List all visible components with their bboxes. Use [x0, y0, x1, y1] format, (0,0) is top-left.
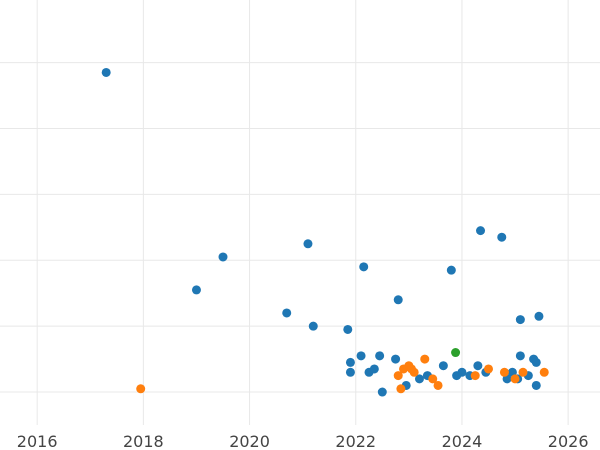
- x-tick-label: 2018: [123, 432, 164, 450]
- x-tick-label: 2026: [548, 432, 589, 450]
- data-point: [515, 351, 525, 361]
- x-tick-label: 2024: [442, 432, 483, 450]
- data-point: [531, 357, 541, 367]
- data-point: [483, 364, 493, 374]
- data-point: [308, 321, 318, 331]
- data-point: [420, 354, 430, 364]
- data-point: [457, 367, 467, 377]
- data-point: [393, 295, 403, 305]
- data-point: [359, 262, 369, 272]
- data-point: [303, 239, 313, 249]
- data-point: [531, 380, 541, 390]
- data-point: [497, 232, 507, 242]
- data-point: [446, 265, 456, 275]
- data-point: [218, 252, 228, 262]
- x-tick-label: 2022: [335, 432, 376, 450]
- data-point: [101, 67, 111, 77]
- grid: [0, 0, 600, 425]
- data-point: [428, 374, 438, 384]
- data-point: [345, 367, 355, 377]
- data-point: [414, 374, 424, 384]
- data-point: [433, 380, 443, 390]
- data-point: [499, 367, 509, 377]
- x-tick-label: 2020: [229, 432, 270, 450]
- data-point: [409, 367, 419, 377]
- data-point: [136, 384, 146, 394]
- data-point: [393, 371, 403, 381]
- data-point: [345, 357, 355, 367]
- data-point: [451, 348, 461, 358]
- data-point: [510, 374, 520, 384]
- data-point: [377, 387, 387, 397]
- data-point: [473, 361, 483, 371]
- data-point: [438, 361, 448, 371]
- data-point: [282, 308, 292, 318]
- data-points: [101, 67, 549, 397]
- data-point: [534, 311, 544, 321]
- data-point: [476, 226, 486, 236]
- data-point: [191, 285, 201, 295]
- data-point: [515, 315, 525, 325]
- data-point: [343, 324, 353, 334]
- data-point: [396, 384, 406, 394]
- data-point: [470, 371, 480, 381]
- data-point: [518, 367, 528, 377]
- x-tick-label: 2016: [17, 432, 58, 450]
- x-axis-ticks: 2016 2018 2020 2022 2024 2026: [17, 432, 589, 450]
- data-point: [369, 364, 379, 374]
- data-point: [356, 351, 366, 361]
- data-point: [391, 354, 401, 364]
- data-point: [375, 351, 385, 361]
- data-point: [539, 367, 549, 377]
